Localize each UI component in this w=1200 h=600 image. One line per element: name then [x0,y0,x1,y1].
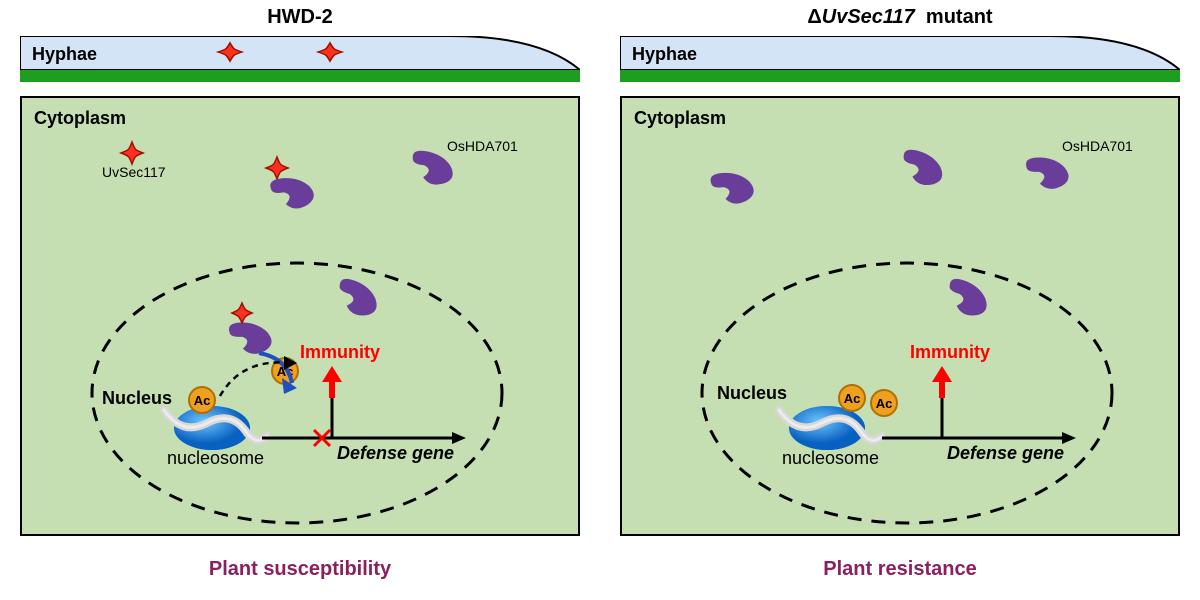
right-defense-label: Defense gene [947,443,1064,464]
right-immunity-label: Immunity [910,342,990,363]
left-hyphae-label: Hyphae [32,44,97,65]
svg-text:Ac: Ac [194,393,211,408]
right-oshda-label: OsHDA701 [1062,138,1133,154]
left-outcome: Plant susceptibility [20,558,580,581]
left-title: HWD-2 [20,6,580,29]
left-immunity-label: Immunity [300,342,380,363]
oshda-icon [410,150,454,186]
right-title-italic: UvSec117 [822,6,915,28]
left-oshda-label: OsHDA701 [447,138,518,154]
right-outcome: Plant resistance [620,558,1180,581]
left-uvsec-label: UvSec117 [102,164,166,180]
right-title: ΔUvSec117 mutant [620,6,1180,29]
oshda-icon [899,148,945,187]
right-nucleosome-label: nucleosome [782,448,879,469]
nucleosome-icon [779,406,882,450]
panel-left: HWD-2 Hyphae Cytoplasm [20,0,580,600]
uvsec-star-icon [266,157,288,179]
ac-icon: Ac [839,385,865,411]
ac-icon: Ac [871,390,897,416]
right-ground [620,70,1180,82]
oshda-icon [943,277,991,319]
uvsec-star-icon [232,303,252,323]
left-ground [20,70,580,82]
right-cytoplasm: Cytoplasm [620,96,1180,536]
right-cyto-svg: Ac Ac [622,98,1182,538]
oshda-icon [333,277,381,319]
left-defense-label: Defense gene [337,443,454,464]
right-nucleus-label: Nucleus [717,383,787,404]
nucleosome-icon [164,406,267,450]
left-nucleus-label: Nucleus [102,388,172,409]
left-nucleosome-label: nucleosome [167,448,264,469]
oshda-icon [710,169,756,207]
right-hyphae-label: Hyphae [632,44,697,65]
svg-text:Ac: Ac [876,396,893,411]
oshda-icon [269,173,315,212]
oshda-icon [1025,155,1069,191]
ac-icon: Ac [189,387,215,413]
svg-text:Ac: Ac [844,391,861,406]
oshda-icon [228,320,272,356]
uvsec-star-icon [121,142,143,164]
panel-right: ΔUvSec117 mutant Hyphae Cytoplasm [620,0,1180,600]
left-cytoplasm: Cytoplasm [20,96,580,536]
